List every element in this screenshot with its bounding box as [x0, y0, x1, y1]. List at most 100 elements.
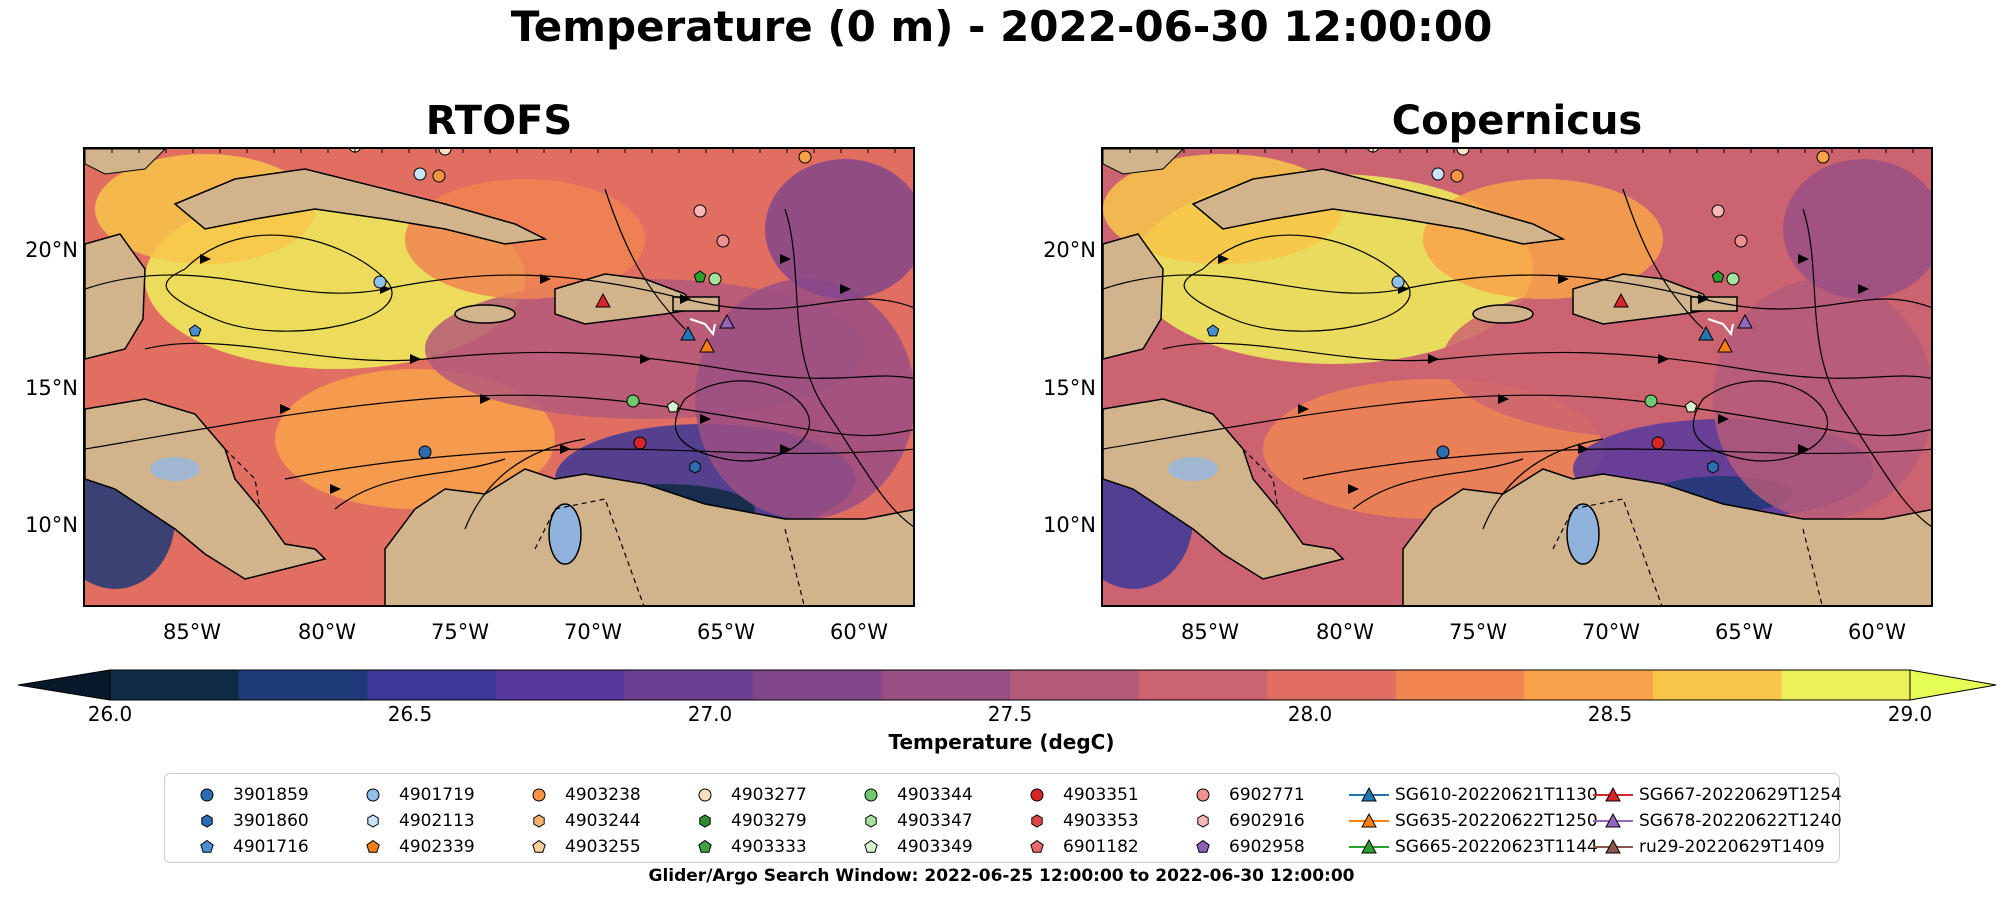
- triangle-marker-icon: [1349, 786, 1389, 802]
- argo-float-marker: [432, 169, 446, 183]
- lon-label-75w-left: 75°W: [431, 620, 489, 644]
- pentagon-marker-icon: [366, 839, 380, 853]
- lon-label-85w-left: 85°W: [163, 620, 221, 644]
- streamline-arrow: [280, 404, 291, 414]
- colorbar-segment: [881, 670, 1011, 700]
- current-streamline: [1302, 448, 1931, 480]
- triangle-marker-icon: [1593, 838, 1633, 854]
- pentagon-marker-icon: [698, 839, 712, 853]
- legend-item-label: SG635-20220622T1250: [1395, 811, 1598, 831]
- argo-float-marker: [666, 400, 680, 413]
- hexagon-marker-icon: [1031, 814, 1043, 828]
- colorbar-outline: [109, 669, 1911, 701]
- glider-marker: [1737, 313, 1753, 329]
- glider-marker: [1717, 337, 1733, 353]
- streamline-arrow: [700, 414, 711, 424]
- colorbar-segment: [1524, 670, 1654, 700]
- lat-label-20n-right: 20°N: [1043, 238, 1096, 262]
- streamline-arrow: [1348, 484, 1359, 494]
- current-streamline: [674, 380, 811, 462]
- colorbar-segment: [624, 670, 754, 700]
- argo-float-marker: [1391, 275, 1405, 289]
- land-cuba: [173, 168, 548, 245]
- legend-item-label: 4902339: [399, 837, 475, 857]
- legend-item-label: SG665-20220623T1144: [1395, 837, 1598, 857]
- streamline-arrow: [640, 354, 651, 364]
- current-streamline: [1103, 274, 1931, 310]
- temperature-patch: [275, 369, 555, 509]
- colorbar-tick-26-5: 26.5: [387, 702, 433, 726]
- legend-item-label: 6902958: [1229, 837, 1305, 857]
- current-streamline: [1482, 438, 1604, 530]
- argo-float-marker: [413, 167, 427, 181]
- colorbar-segment: [752, 670, 882, 700]
- legend-item-label: 4903238: [565, 785, 641, 805]
- current-streamline: [604, 188, 686, 330]
- legend-item-label: 4903255: [565, 837, 641, 857]
- streamline-arrow: [680, 294, 691, 304]
- colorbar-tick-28-5: 28.5: [1587, 702, 1633, 726]
- lon-label-70w-right: 70°W: [1582, 620, 1640, 644]
- hexagon-marker-icon: [1197, 814, 1209, 828]
- pentagon-marker-icon: [532, 839, 546, 853]
- streamline-arrow: [1428, 354, 1439, 364]
- colorbar-segment: [1267, 670, 1397, 700]
- colorbar-segment: [1781, 670, 1911, 700]
- legend-item-label: 6902771: [1229, 785, 1305, 805]
- panel-title-rtofs: RTOFS: [425, 98, 573, 144]
- land-central-america: [1103, 398, 1345, 580]
- land-jamaica: [454, 304, 516, 324]
- legend-item-label: 6902916: [1229, 811, 1305, 831]
- colorbar-tick-27-5: 27.5: [987, 702, 1033, 726]
- streamline-arrow: [1558, 274, 1569, 284]
- legend-item-label: 4903344: [897, 785, 973, 805]
- lat-label-10n-right: 10°N: [1043, 513, 1096, 537]
- streamline-arrow: [1218, 254, 1229, 264]
- legend-item-label: SG610-20220621T1130: [1395, 785, 1598, 805]
- current-streamline: [1183, 234, 1411, 332]
- argo-float-marker: [1456, 149, 1470, 156]
- temperature-patch: [1713, 279, 1931, 519]
- streamline-arrow: [1798, 254, 1809, 264]
- legend-item-label: ru29-20220629T1409: [1639, 837, 1825, 857]
- land-south-america: [384, 468, 913, 605]
- streamline-arrow: [200, 254, 211, 264]
- map-canvas: [1103, 149, 1931, 605]
- streamline-arrow: [560, 444, 571, 454]
- land-south-america: [1402, 468, 1931, 605]
- land-central-america: [85, 398, 327, 580]
- streamline-arrow: [1658, 354, 1669, 364]
- pentagon-marker-icon: [864, 839, 878, 853]
- streamline-arrow: [1858, 284, 1869, 294]
- lon-label-65w-left: 65°W: [697, 620, 755, 644]
- triangle-marker-icon: [1349, 812, 1389, 828]
- legend-item-label: 4903277: [731, 785, 807, 805]
- pentagon-marker-icon: [1030, 839, 1044, 853]
- current-streamline: [334, 458, 506, 510]
- colorbar-tick-28-0: 28.0: [1287, 702, 1333, 726]
- land-yucatan: [1103, 233, 1164, 360]
- hexagon-marker-icon: [367, 814, 379, 828]
- argo-float-marker: [633, 436, 647, 450]
- glider-marker: [699, 337, 715, 353]
- lake-maracaibo: [548, 503, 582, 565]
- argo-float-marker: [1711, 270, 1725, 283]
- current-streamline: [85, 274, 913, 310]
- hexagon-marker-icon: [201, 814, 213, 828]
- streamline-arrow: [1578, 444, 1589, 454]
- land-north: [1103, 149, 1184, 175]
- land-yucatan: [85, 233, 146, 360]
- border-line: [784, 528, 805, 605]
- streamline-arrow: [410, 354, 421, 364]
- border-line: [534, 498, 645, 605]
- lake-nicaragua: [1168, 457, 1218, 481]
- glider-marker: [719, 313, 735, 329]
- circle-marker-icon: [864, 788, 878, 802]
- argo-float-marker: [1726, 272, 1740, 286]
- lat-label-20n-left: 20°N: [25, 238, 78, 262]
- colorbar-tick-29-0: 29.0: [1887, 702, 1933, 726]
- streamline-arrow: [1718, 414, 1729, 424]
- current-streamline: [1692, 380, 1829, 462]
- current-streamline: [144, 342, 913, 379]
- argo-float-marker: [1707, 460, 1719, 474]
